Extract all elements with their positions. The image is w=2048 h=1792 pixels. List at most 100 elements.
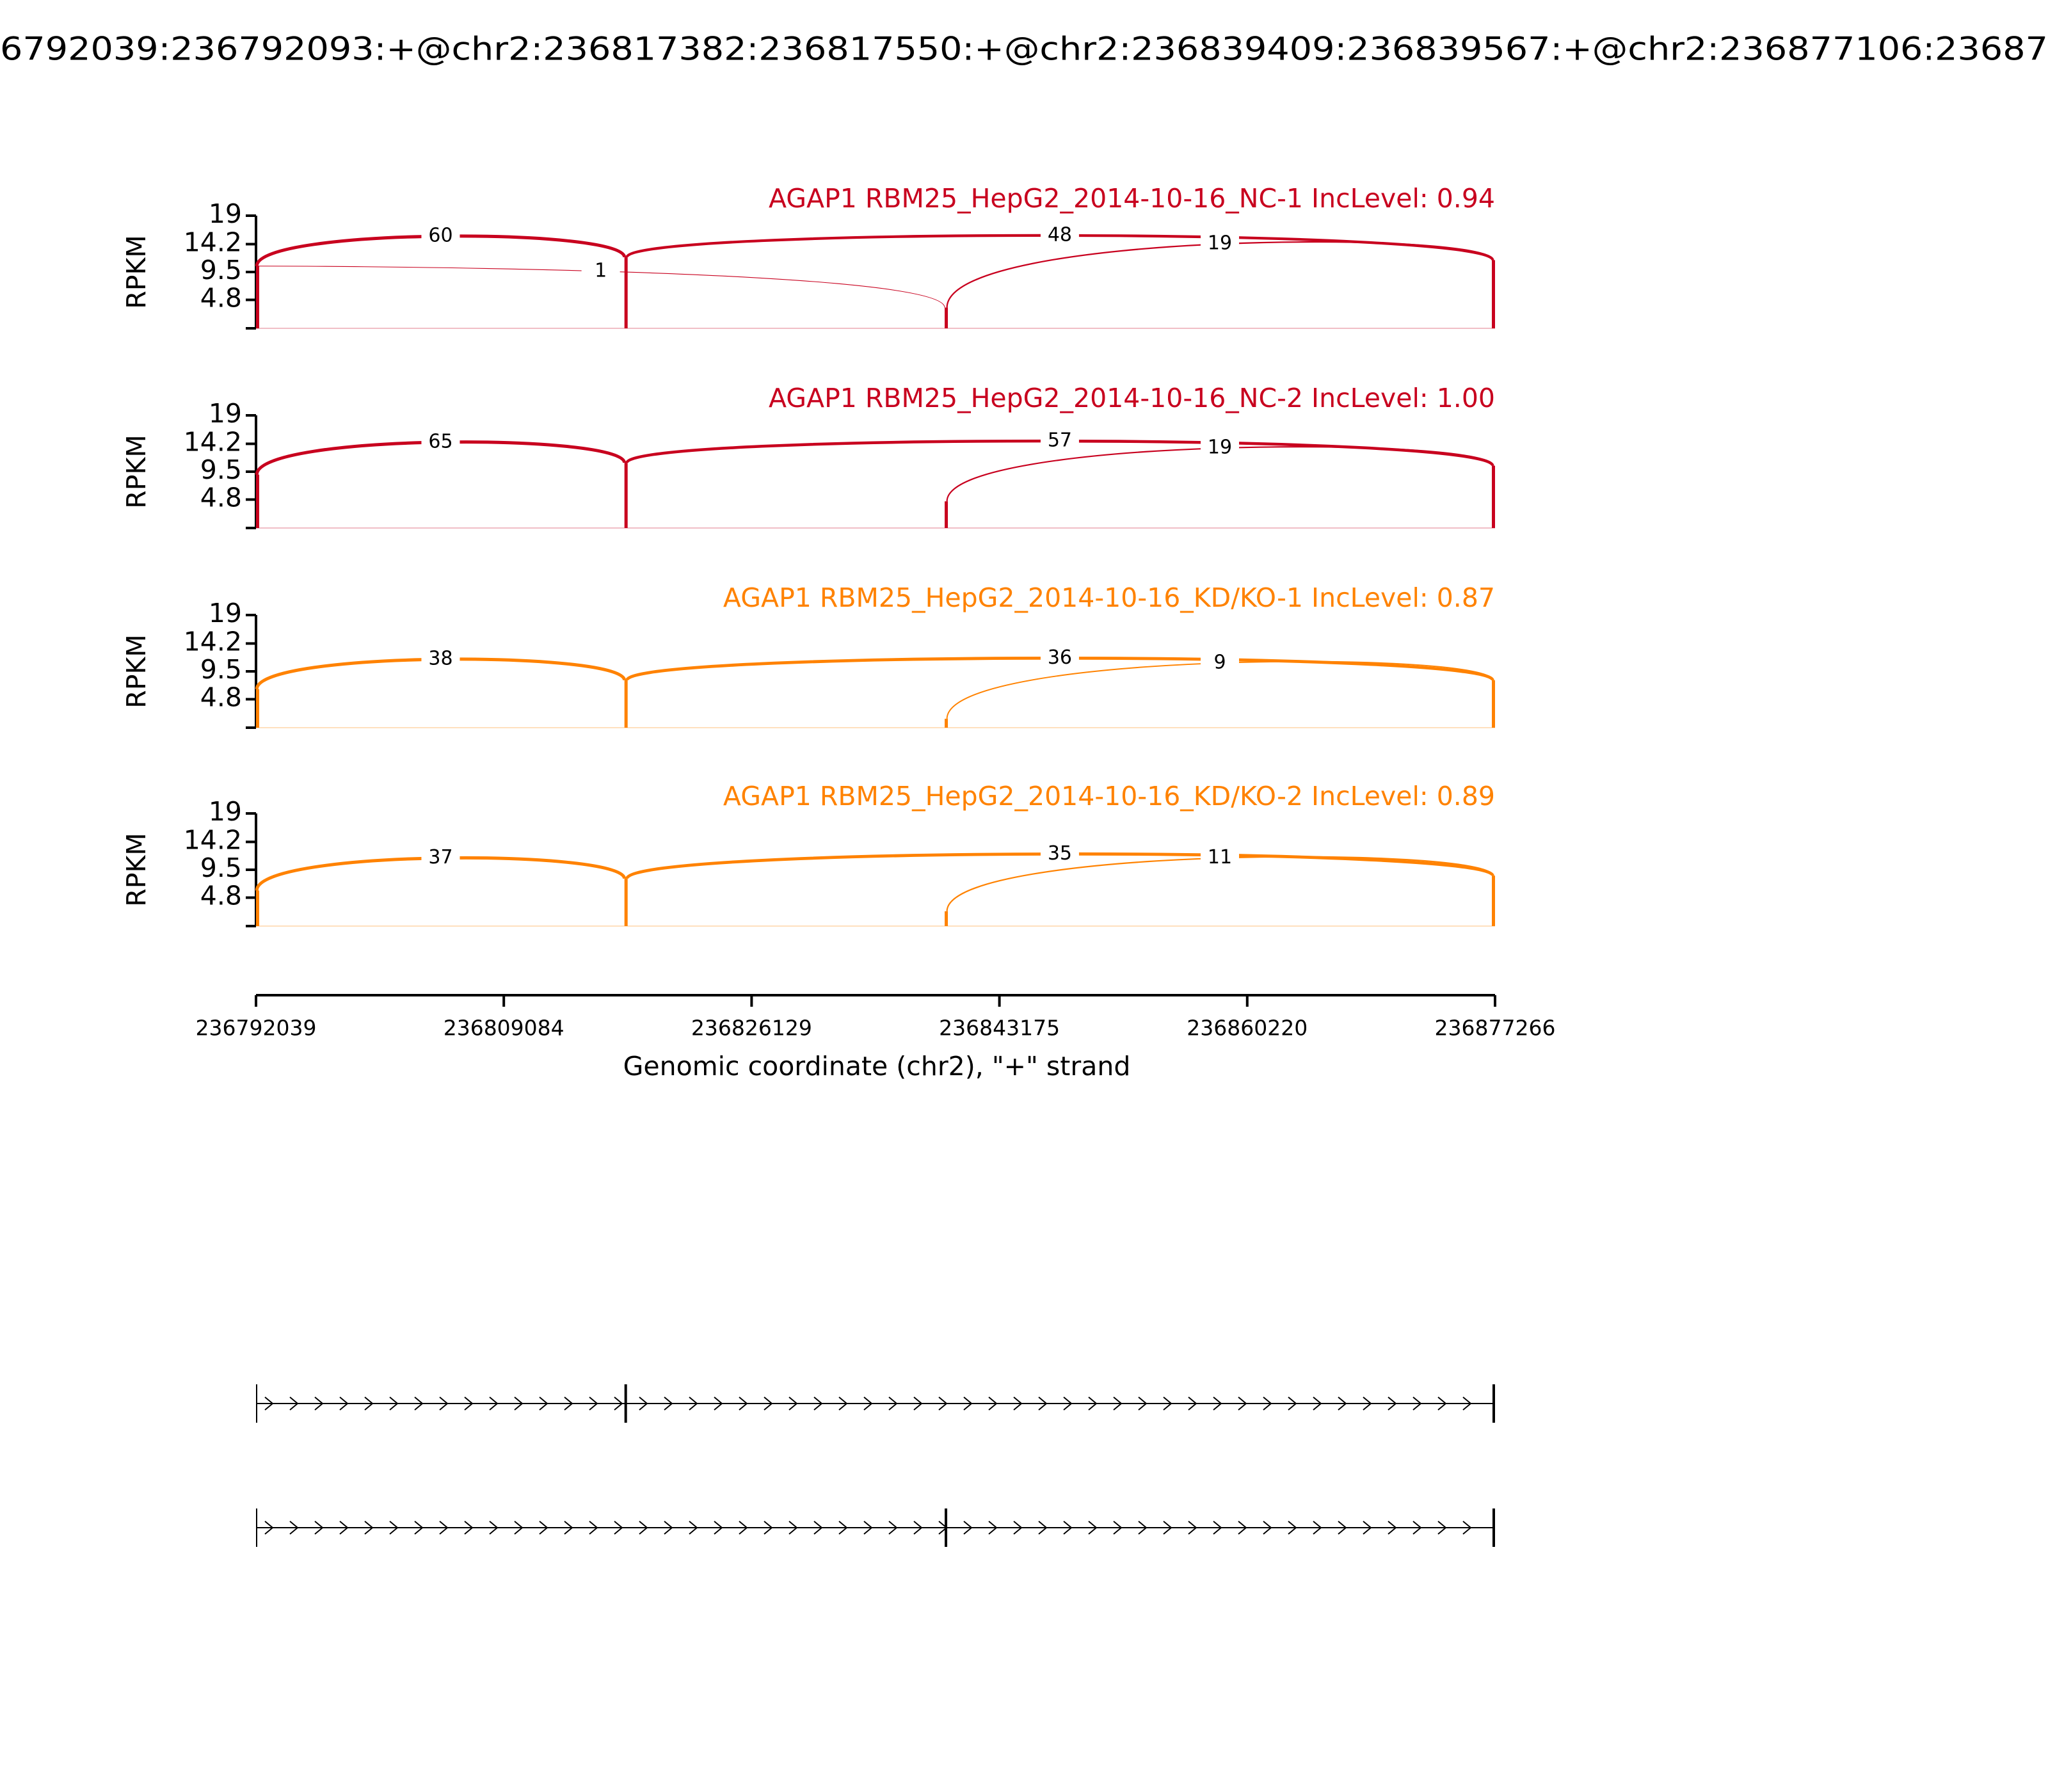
coverage-bar [624,878,628,926]
count-label-bg [421,225,460,248]
strand-arrow [339,1396,349,1411]
strand-arrow [1113,1521,1123,1535]
coverage-bar [256,689,259,728]
y-axis-label: RPKM [121,235,152,308]
strand-arrow [1462,1521,1472,1535]
strand-arrow [639,1396,648,1411]
strand-arrow [1063,1396,1073,1411]
y-tick-label: 19 [209,198,242,229]
strand-arrow [714,1521,723,1535]
strand-arrow [963,1396,973,1411]
strand-arrow [1213,1521,1222,1535]
strand-arrow [1288,1521,1297,1535]
x-tick-label: 236792039 [196,1016,317,1041]
strand-arrow [1188,1521,1197,1535]
strand-arrow [289,1396,299,1411]
count-label: 19 [1208,232,1232,255]
y-tick-label: 4.8 [200,283,242,314]
count-label: 60 [428,225,452,247]
strand-arrow [913,1396,923,1411]
strand-arrow [264,1396,274,1411]
strand-arrow [1163,1396,1172,1411]
coverage-bar [624,463,628,528]
strand-arrow [589,1396,598,1411]
strand-arrow [988,1396,998,1411]
y-tick-label: 4.8 [200,483,242,513]
coverage-bar [1492,876,1495,926]
strand-arrow [1138,1521,1148,1535]
strand-arrow [1188,1396,1197,1411]
strand-arrow [1013,1396,1023,1411]
exon [256,1384,257,1423]
chart-title: 6792039:236792093:+@chr2:236817382:23681… [0,31,2048,68]
count-label-bg [1201,651,1240,675]
x-tick-label: 236826129 [691,1016,812,1041]
strand-arrow [314,1396,324,1411]
count-label: 48 [1048,223,1072,246]
count-label: 37 [428,846,452,868]
count-label-bg [1040,429,1079,453]
x-axis-label: Genomic coordinate (chr2), "+" strand [623,1051,1131,1082]
strand-arrow [514,1521,524,1535]
count-label: 36 [1048,646,1072,669]
strand-arrow [664,1521,673,1535]
coverage-bar [256,266,259,328]
count-label: 35 [1048,842,1072,865]
strand-arrow [339,1521,349,1535]
strand-arrow [1462,1396,1472,1411]
panel-title: AGAP1 RBM25_HepG2_2014-10-16_NC-2 IncLev… [769,383,1495,413]
strand-arrow [589,1521,598,1535]
strand-arrow [863,1521,873,1535]
strand-arrow [938,1396,948,1411]
strand-arrow [1412,1521,1422,1535]
x-tick-label: 236860220 [1187,1016,1308,1041]
strand-arrow [1238,1396,1247,1411]
y-tick-label: 14.2 [184,824,242,855]
y-tick-label: 9.5 [200,852,242,883]
strand-arrow [564,1521,573,1535]
strand-arrow [764,1521,773,1535]
strand-arrow [1437,1396,1447,1411]
strand-arrow [364,1521,374,1535]
coverage-bar [945,911,948,926]
y-tick-label: 4.8 [200,881,242,911]
count-label-bg [421,846,460,870]
strand-arrow [1313,1396,1322,1411]
strand-arrow [1412,1396,1422,1411]
strand-arrow [264,1521,274,1535]
coverage-bar [1492,260,1495,328]
strand-arrow [1338,1396,1347,1411]
count-label-bg [1040,223,1079,247]
strand-arrow [1263,1521,1272,1535]
exon [1492,1384,1495,1423]
strand-arrow [863,1396,873,1411]
count-label-bg [1201,846,1240,870]
strand-arrow [364,1396,374,1411]
strand-arrow [739,1521,748,1535]
strand-arrow [813,1396,823,1411]
x-tick-label: 236843175 [939,1016,1060,1041]
strand-arrow [464,1396,474,1411]
coverage-bar [256,474,259,528]
strand-arrow [439,1396,449,1411]
strand-arrow [1388,1396,1397,1411]
count-label-bg [1040,842,1079,866]
strand-arrow [1437,1521,1447,1535]
count-label-bg [421,430,460,454]
coverage-bar [624,257,628,328]
strand-arrow [514,1396,524,1411]
strand-arrow [838,1396,848,1411]
strand-arrow [664,1396,673,1411]
strand-arrow [1313,1521,1322,1535]
strand-arrow [764,1396,773,1411]
strand-arrow [489,1521,499,1535]
coverage-bar [256,890,259,926]
strand-arrow [1388,1521,1397,1535]
count-label-bg [581,259,620,283]
strand-arrow [414,1396,424,1411]
y-tick-label: 14.2 [184,227,242,257]
strand-arrow [1088,1521,1098,1535]
y-tick-label: 9.5 [200,654,242,685]
y-axis-label: RPKM [121,435,152,508]
